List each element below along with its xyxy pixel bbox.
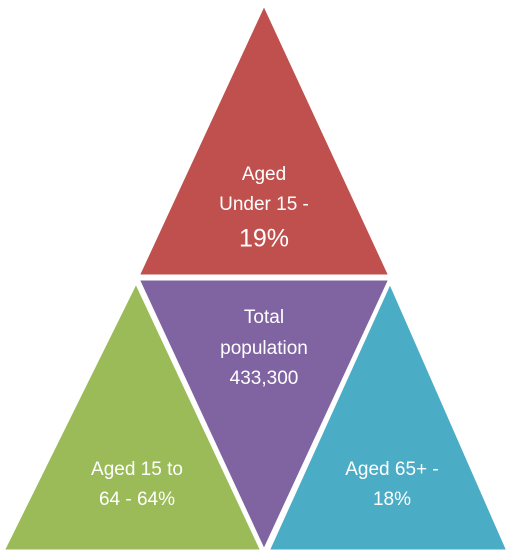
label-line: 18% — [373, 489, 411, 510]
label-line: Total — [244, 307, 284, 328]
label-line: 19% — [239, 225, 289, 253]
triangle-total — [135, 277, 393, 553]
triangle-65-plus — [265, 278, 506, 553]
label-line: population — [220, 338, 308, 359]
label-line: Aged 15 to — [91, 459, 183, 480]
label-line: Aged 65+ - — [345, 459, 439, 480]
label-line: 64 - 64% — [99, 489, 175, 510]
label-line: Aged — [242, 164, 286, 185]
triangle-under-15 — [135, 0, 393, 278]
triangle-15-64 — [0, 278, 265, 553]
label-line: 433,300 — [230, 368, 299, 389]
label-line: Under 15 - — [219, 194, 309, 215]
